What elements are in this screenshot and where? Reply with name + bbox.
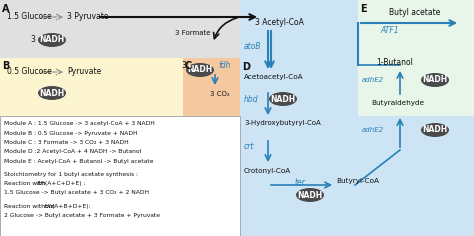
Text: 3 Acetyl-CoA: 3 Acetyl-CoA xyxy=(255,18,304,27)
Text: B: B xyxy=(2,61,9,71)
Text: crt: crt xyxy=(244,142,255,151)
Ellipse shape xyxy=(186,63,214,77)
Text: 3: 3 xyxy=(30,34,35,43)
Text: Module C : 3 Formate -> 3 CO₂ + 3 NADH: Module C : 3 Formate -> 3 CO₂ + 3 NADH xyxy=(4,140,128,145)
Text: 1.5 Glucose: 1.5 Glucose xyxy=(7,12,52,21)
Text: fdh: fdh xyxy=(218,61,230,70)
Bar xyxy=(183,58,240,116)
Text: NADH: NADH xyxy=(297,190,323,199)
Text: 3 Pyruvate: 3 Pyruvate xyxy=(67,12,109,21)
Text: ATF1: ATF1 xyxy=(381,26,399,35)
Text: D: D xyxy=(242,62,250,72)
Text: Butyraldehyde: Butyraldehyde xyxy=(372,100,425,106)
Text: (A+C+D+E) :: (A+C+D+E) : xyxy=(43,181,86,186)
Text: Module D :2 Acetyl-CoA + 4 NADH -> Butanol: Module D :2 Acetyl-CoA + 4 NADH -> Butan… xyxy=(4,149,141,155)
Text: A: A xyxy=(2,4,9,14)
Text: Reaction without: Reaction without xyxy=(4,204,57,209)
Text: NADH: NADH xyxy=(187,66,213,75)
Text: Stoichiometry for 1 butyl acetate synthesis :: Stoichiometry for 1 butyl acetate synthe… xyxy=(4,172,138,177)
Text: Crotonyl-CoA: Crotonyl-CoA xyxy=(244,168,291,174)
Ellipse shape xyxy=(421,73,449,87)
Text: 3-Hydroxybutyryl-CoA: 3-Hydroxybutyryl-CoA xyxy=(244,120,321,126)
Text: E: E xyxy=(360,4,366,14)
Bar xyxy=(0,0,474,58)
Text: 1.5 Glucose -> Butyl acetate + 3 CO₂ + 2 NADH: 1.5 Glucose -> Butyl acetate + 3 CO₂ + 2… xyxy=(4,190,149,195)
Text: Acetoacetyl-CoA: Acetoacetyl-CoA xyxy=(244,74,304,80)
Text: NADH: NADH xyxy=(39,88,64,97)
Text: adhE2: adhE2 xyxy=(362,77,384,83)
Ellipse shape xyxy=(38,86,66,100)
Text: 2 Glucose -> Butyl acetate + 3 Formate + Pyruvate: 2 Glucose -> Butyl acetate + 3 Formate +… xyxy=(4,213,160,218)
Text: 3 Formate: 3 Formate xyxy=(175,30,210,36)
Text: fdh: fdh xyxy=(36,181,46,186)
Text: Butyryl-CoA: Butyryl-CoA xyxy=(336,178,379,184)
Text: NADH: NADH xyxy=(39,35,64,45)
Text: C: C xyxy=(185,61,192,71)
Text: Reaction with: Reaction with xyxy=(4,181,47,186)
Text: Pyruvate: Pyruvate xyxy=(67,67,101,76)
Text: Module A : 1.5 Glucose -> 3 acetyl-CoA + 3 NADH: Module A : 1.5 Glucose -> 3 acetyl-CoA +… xyxy=(4,121,155,126)
Text: Butyl acetate: Butyl acetate xyxy=(389,8,441,17)
Text: NADH: NADH xyxy=(270,94,296,104)
Ellipse shape xyxy=(38,33,66,47)
Bar xyxy=(0,58,183,116)
Text: 0.5 Glucose: 0.5 Glucose xyxy=(7,67,52,76)
Bar xyxy=(240,0,474,236)
Text: Module B : 0.5 Glucose -> Pyruvate + NADH: Module B : 0.5 Glucose -> Pyruvate + NAD… xyxy=(4,131,137,135)
Text: NADH: NADH xyxy=(422,126,447,135)
Text: 3: 3 xyxy=(181,61,186,70)
Text: fdh: fdh xyxy=(43,204,53,209)
Bar xyxy=(0,116,240,236)
Text: NADH: NADH xyxy=(422,76,447,84)
Text: adhE2: adhE2 xyxy=(362,127,384,133)
Text: 3 CO₂: 3 CO₂ xyxy=(210,91,230,97)
Text: ter: ter xyxy=(295,178,306,187)
Ellipse shape xyxy=(421,123,449,137)
Ellipse shape xyxy=(269,92,297,106)
Text: hbd: hbd xyxy=(244,95,259,104)
Text: (A+B+D+E):: (A+B+D+E): xyxy=(50,204,91,209)
Text: 1-Butanol: 1-Butanol xyxy=(376,58,413,67)
Bar xyxy=(358,0,474,116)
Text: Module E : Acetyl-CoA + Butanol -> Butyl acetate: Module E : Acetyl-CoA + Butanol -> Butyl… xyxy=(4,159,154,164)
Ellipse shape xyxy=(296,188,324,202)
Text: atoB: atoB xyxy=(244,42,262,51)
